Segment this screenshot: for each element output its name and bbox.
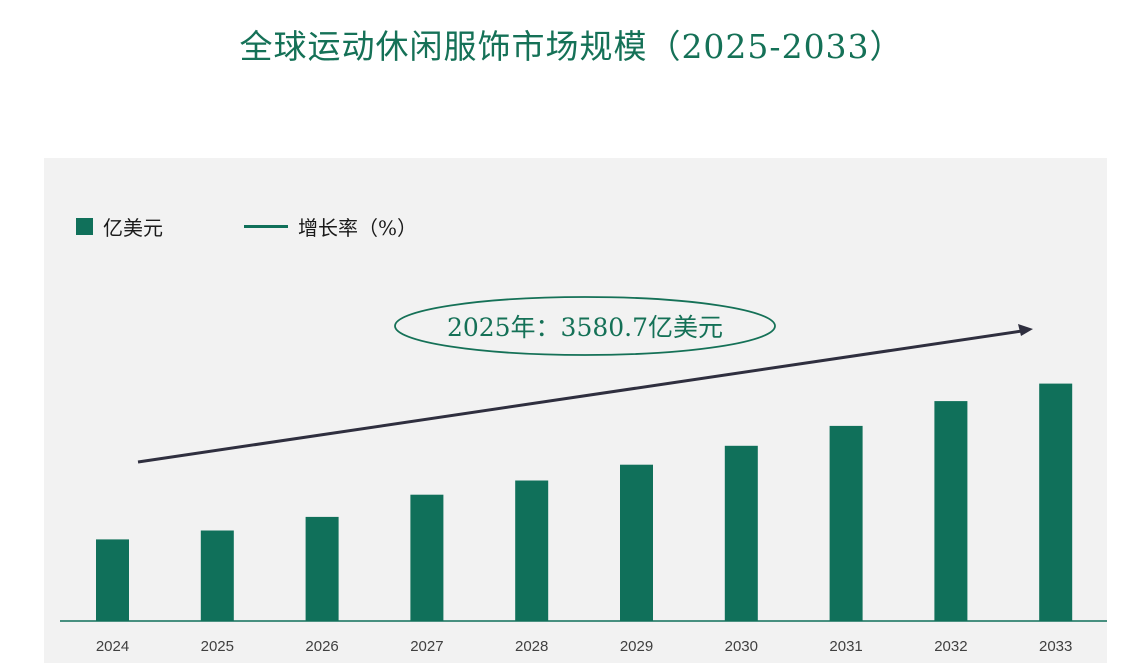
x-tick-label-2026: 2026 (305, 638, 338, 655)
bar-2025 (200, 530, 234, 621)
bars-group (96, 383, 1073, 621)
bar-2026 (305, 516, 339, 621)
x-tick-label-2025: 2025 (201, 638, 234, 655)
x-tick-label-2027: 2027 (410, 638, 443, 655)
legend-line-label: 增长率（%） (298, 216, 418, 240)
bar-2032 (934, 401, 968, 621)
x-tick-label-2031: 2031 (829, 638, 862, 655)
bar-2029 (620, 464, 653, 621)
legend-line-entry: 增长率（%） (244, 212, 417, 241)
legend-line-swatch (244, 225, 288, 228)
x-tick-label-2032: 2032 (934, 638, 967, 655)
legend-bar-entry: 亿美元 (76, 212, 163, 241)
x-tick-label-2033: 2033 (1039, 638, 1072, 655)
bar-2031 (829, 425, 863, 621)
x-tick-label-2024: 2024 (96, 638, 129, 655)
annotation-text: 2025年：3580.7亿美元 (447, 313, 723, 342)
bar-2030 (724, 445, 758, 621)
bar-2033 (1039, 383, 1073, 621)
x-tick-label-2028: 2028 (515, 638, 548, 655)
trend-arrow-line (137, 329, 1023, 464)
chart-title: 全球运动休闲服饰市场规模（2025-2033） (239, 27, 904, 66)
legend-bar-label: 亿美元 (103, 216, 163, 240)
annotation-ellipse (394, 296, 776, 356)
trend-arrow-head (1018, 324, 1033, 336)
x-tick-labels: 2024 2025 2026 2027 2028 2029 2030 2031 2032 2033 (96, 638, 1073, 655)
legend-bar-swatch (76, 218, 93, 235)
bar-2028 (515, 480, 549, 621)
x-tick-label-2029: 2029 (620, 638, 653, 655)
bar-2024 (96, 539, 129, 621)
x-tick-label-2030: 2030 (725, 638, 758, 655)
bar-2027 (410, 494, 444, 621)
